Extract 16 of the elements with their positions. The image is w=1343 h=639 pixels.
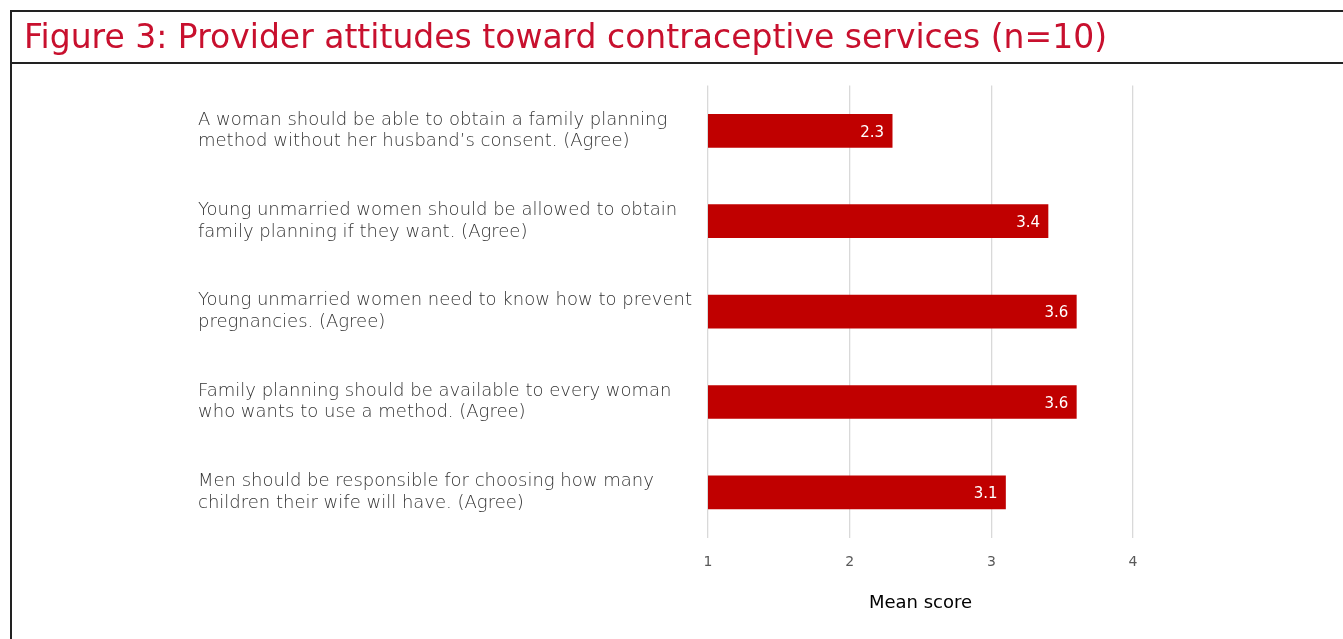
data-label: 3.4 — [1016, 213, 1040, 232]
x-tick-label: 1 — [703, 552, 713, 569]
y-tick-label: Men should be responsible for choosing how many children their wife will have. (Agree) — [198, 469, 654, 512]
x-tick-label: 3 — [986, 552, 996, 569]
x-tick-label: 2 — [845, 552, 855, 569]
y-tick-label: A woman should be able to obtain a family planning method without her husband’s consent. (Agree) — [198, 107, 668, 151]
x-tick-label: 4 — [1128, 552, 1138, 569]
data-label: 3.6 — [1044, 303, 1069, 322]
chart-title: Figure 3: Provider attitudes toward contraceptive services (n=10) — [12, 12, 1343, 64]
data-label: 3.6 — [1044, 393, 1069, 412]
data-label: 2.3 — [860, 122, 885, 141]
y-tick-label: Family planning should be available to every woman who wants to use a method. (Agree) — [198, 378, 672, 422]
y-tick-label: Young unmarried women should be allowed to obtain family planning if they want. (Agree) — [198, 198, 678, 241]
y-tick-label: Young unmarried women need to know how to prevent pregnancies. (Agree) — [198, 288, 692, 332]
data-label: 3.1 — [973, 484, 998, 503]
x-axis-title: Mean score — [868, 590, 973, 612]
